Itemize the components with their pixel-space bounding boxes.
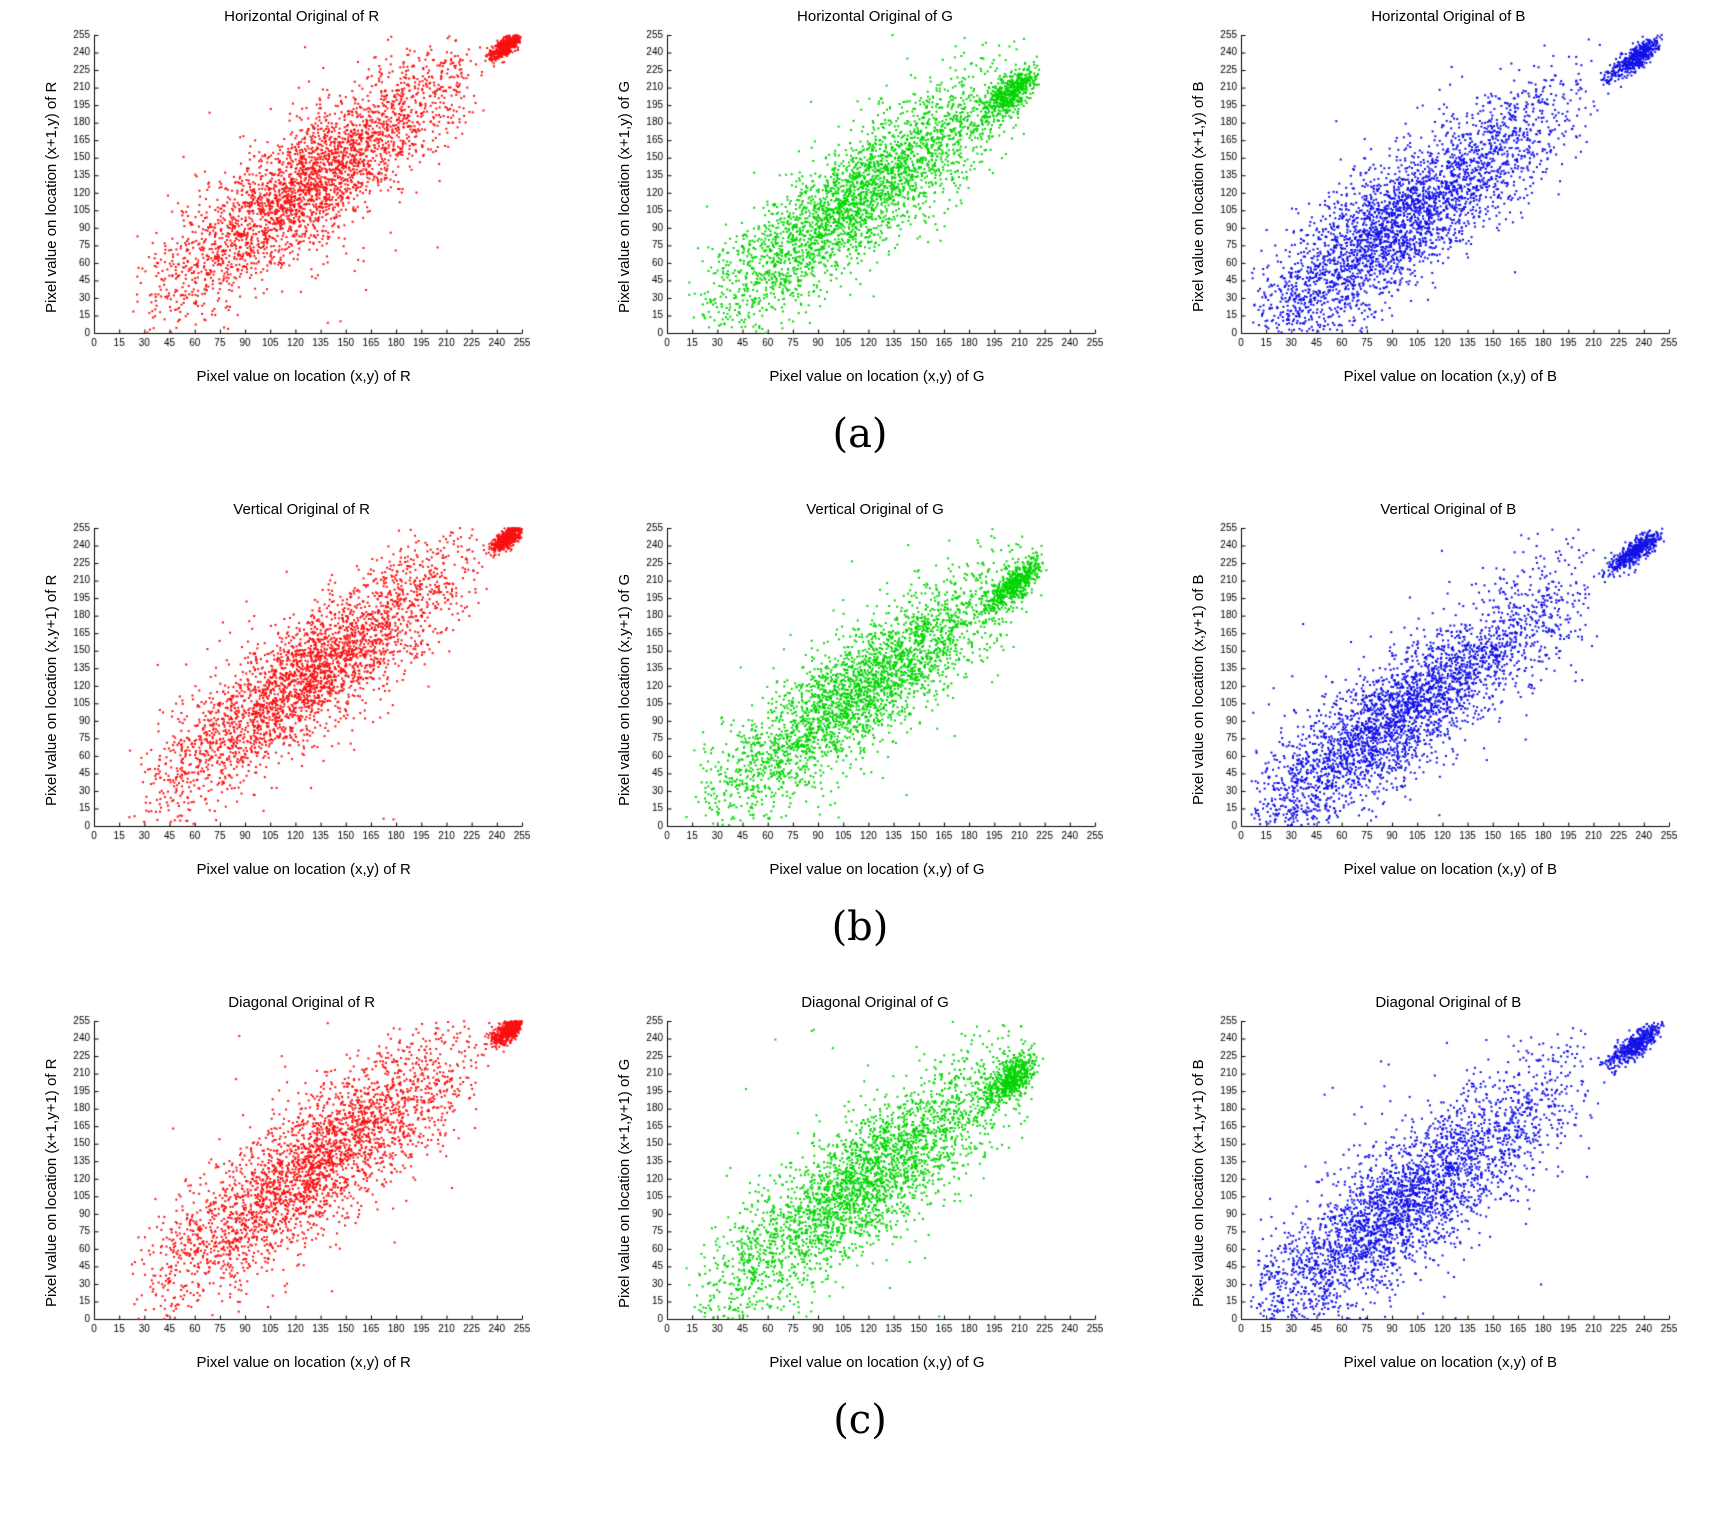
scatter-canvas bbox=[633, 27, 1104, 367]
scatter-plot-horizontal-r: Horizontal Original of R Pixel value on … bbox=[43, 8, 531, 385]
y-axis-label: Pixel value on location (x+1,y) of G bbox=[616, 80, 634, 314]
x-axis-label: Pixel value on location (x,y) of G bbox=[769, 861, 985, 878]
x-axis-label: Pixel value on location (x,y) of B bbox=[1343, 1354, 1558, 1371]
plot-title: Vertical Original of B bbox=[1380, 501, 1517, 518]
y-axis-label: Pixel value on location (x+1,y+1) of B bbox=[1189, 1059, 1207, 1307]
scatter-canvas bbox=[633, 1013, 1104, 1353]
plot-title: Vertical Original of R bbox=[233, 501, 371, 518]
row-label-a: (a) bbox=[832, 411, 888, 457]
x-axis-label: Pixel value on location (x,y) of G bbox=[769, 368, 985, 385]
scatter-plot-diagonal-g: Diagonal Original of G Pixel value on lo… bbox=[616, 994, 1104, 1371]
plot-body: Pixel value on location (x+1,y+1) of R bbox=[43, 1013, 531, 1353]
plot-body: Pixel value on location (x+1,y) of B bbox=[1190, 27, 1677, 367]
x-axis-label: Pixel value on location (x,y) of G bbox=[769, 1354, 985, 1371]
scatter-plot-diagonal-b: Diagonal Original of B Pixel value on lo… bbox=[1190, 994, 1677, 1371]
plot-body: Pixel value on location (x+1,y) of R bbox=[43, 27, 531, 367]
y-axis-label: Pixel value on location (x+1,y+1) of R bbox=[43, 1058, 61, 1308]
plot-title: Vertical Original of G bbox=[806, 501, 944, 518]
row-label-b: (b) bbox=[831, 904, 889, 950]
x-axis-label: Pixel value on location (x,y) of R bbox=[196, 368, 411, 385]
scatter-canvas bbox=[60, 1013, 531, 1353]
plot-body: Pixel value on location (x+1,y) of G bbox=[616, 27, 1104, 367]
plot-body: Pixel value on location (x+1,y+1) of B bbox=[1190, 1013, 1677, 1353]
scatter-plot-vertical-g: Vertical Original of G Pixel value on lo… bbox=[616, 501, 1104, 878]
plot-title: Diagonal Original of B bbox=[1375, 994, 1522, 1011]
scatter-plot-vertical-r: Vertical Original of R Pixel value on lo… bbox=[43, 501, 531, 878]
plot-body: Pixel value on location (x+1,y+1) of G bbox=[616, 1013, 1104, 1353]
x-axis-label: Pixel value on location (x,y) of R bbox=[196, 1354, 411, 1371]
scatter-canvas bbox=[633, 520, 1104, 860]
y-axis-label: Pixel value on location (x+1,y) of B bbox=[1189, 81, 1207, 313]
plot-title: Horizontal Original of R bbox=[224, 8, 380, 25]
correlation-figure: Horizontal Original of R Pixel value on … bbox=[0, 8, 1720, 1443]
scatter-canvas bbox=[60, 520, 531, 860]
y-axis-label: Pixel value on location (x,y+1) of B bbox=[1189, 574, 1207, 806]
scatter-canvas bbox=[1206, 1013, 1677, 1353]
plot-title: Horizontal Original of B bbox=[1371, 8, 1526, 25]
scatter-canvas bbox=[60, 27, 531, 367]
plot-row-horizontal: Horizontal Original of R Pixel value on … bbox=[0, 8, 1720, 385]
plot-body: Pixel value on location (x,y+1) of R bbox=[43, 520, 531, 860]
row-label-c: (c) bbox=[833, 1397, 887, 1443]
y-axis-label: Pixel value on location (x+1,y+1) of G bbox=[616, 1058, 634, 1308]
scatter-plot-horizontal-b: Horizontal Original of B Pixel value on … bbox=[1190, 8, 1677, 385]
scatter-plot-vertical-b: Vertical Original of B Pixel value on lo… bbox=[1190, 501, 1677, 878]
scatter-plot-horizontal-g: Horizontal Original of G Pixel value on … bbox=[616, 8, 1104, 385]
x-axis-label: Pixel value on location (x,y) of R bbox=[196, 861, 411, 878]
x-axis-label: Pixel value on location (x,y) of B bbox=[1343, 861, 1558, 878]
plot-title: Diagonal Original of G bbox=[801, 994, 949, 1011]
plot-body: Pixel value on location (x,y+1) of G bbox=[616, 520, 1104, 860]
x-axis-label: Pixel value on location (x,y) of B bbox=[1343, 368, 1558, 385]
scatter-canvas bbox=[1206, 520, 1677, 860]
scatter-canvas bbox=[1206, 27, 1677, 367]
y-axis-label: Pixel value on location (x,y+1) of G bbox=[616, 573, 634, 807]
y-axis-label: Pixel value on location (x+1,y) of R bbox=[43, 81, 61, 313]
plot-title: Diagonal Original of R bbox=[228, 994, 376, 1011]
scatter-plot-diagonal-r: Diagonal Original of R Pixel value on lo… bbox=[43, 994, 531, 1371]
plot-row-diagonal: Diagonal Original of R Pixel value on lo… bbox=[0, 994, 1720, 1371]
plot-title: Horizontal Original of G bbox=[797, 8, 953, 25]
plot-row-vertical: Vertical Original of R Pixel value on lo… bbox=[0, 501, 1720, 878]
y-axis-label: Pixel value on location (x,y+1) of R bbox=[43, 574, 61, 806]
plot-body: Pixel value on location (x,y+1) of B bbox=[1190, 520, 1677, 860]
